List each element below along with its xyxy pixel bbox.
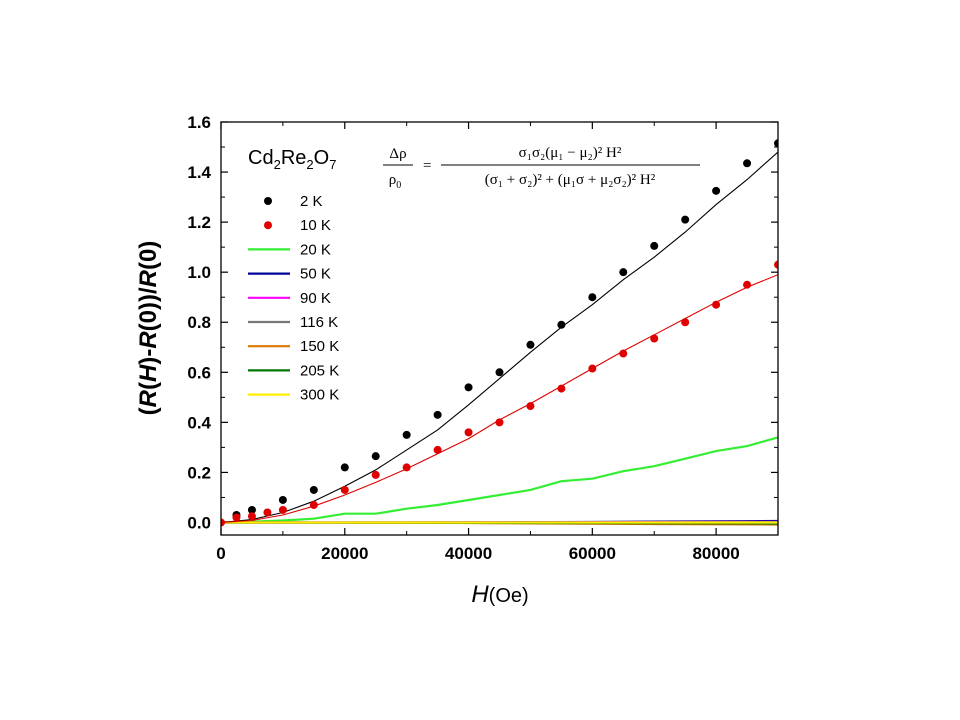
data-point (309, 500, 318, 509)
formula-numerator: σ₁σ₂(μ₁ − μ₂)² H² (519, 145, 622, 161)
x-tick-label: 60000 (569, 544, 616, 563)
x-tick-label: 20000 (321, 544, 368, 563)
y-tick-label: 0.4 (187, 413, 211, 432)
y-title-part: ( (135, 407, 162, 415)
y-title-part: ( (135, 382, 162, 390)
plot-frame (220, 121, 779, 536)
material-sub-1: 2 (274, 157, 281, 172)
y-title-part: )- (135, 349, 162, 365)
formula-lhs-numerator: Δρ (389, 146, 406, 162)
y-tick-label: 1.4 (187, 163, 211, 182)
y-axis-ticks: 0.0 0.2 0.4 0.6 0.8 1.0 1.2 1.4 1.6 (187, 113, 778, 532)
material-part-2: Re (281, 147, 307, 169)
data-point (464, 383, 473, 392)
legend-label: 116 K (300, 314, 338, 331)
legend-label: 205 K (300, 362, 339, 379)
x-tick-label: 80000 (692, 544, 739, 563)
data-point (619, 268, 628, 277)
series-layer (221, 139, 778, 527)
data-point (650, 241, 659, 250)
material-label: Cd2Re2O7 (248, 147, 336, 172)
data-point (588, 364, 597, 373)
formula-equals: = (423, 158, 431, 174)
data-point (681, 215, 690, 224)
data-point (309, 485, 318, 494)
y-title-part: R (135, 331, 162, 349)
data-point (371, 470, 380, 479)
x-tick-label: 0 (216, 544, 225, 563)
data-point (340, 463, 349, 472)
material-part-3: O (314, 147, 330, 169)
legend-marker (264, 221, 272, 230)
data-point (743, 280, 752, 289)
data-point (526, 402, 535, 411)
data-point (371, 452, 380, 461)
formula-lhs-den-sub: 0 (396, 180, 401, 191)
legend-marker (264, 197, 272, 205)
data-point (464, 428, 473, 437)
y-tick-label: 1.2 (187, 213, 211, 232)
data-point (650, 334, 659, 343)
formula-lhs-den-base: ρ (389, 172, 397, 188)
data-point (221, 518, 225, 527)
data-point (743, 159, 752, 168)
formula: Δρ ρ0 = σ₁σ₂(μ₁ − μ₂)² H² (σ₁ + σ₂)² + (… (383, 145, 700, 191)
y-title-part: H (135, 364, 162, 382)
data-point (232, 513, 241, 522)
data-point (712, 300, 721, 309)
legend-label: 50 K (300, 266, 331, 283)
legend-label: 10 K (300, 217, 331, 234)
data-point (278, 505, 287, 514)
data-point (712, 186, 721, 195)
data-point (681, 318, 690, 327)
y-axis-title: (R(H)-R(0))/R(0) (135, 241, 162, 416)
x-tick-label: 40000 (445, 544, 492, 563)
material-part-1: Cd (248, 147, 274, 169)
x-axis-ticks: 0 20000 40000 60000 80000 (216, 122, 740, 563)
x-title-rest: (Oe) (489, 585, 529, 607)
data-point (402, 430, 411, 439)
y-tick-label: 0.2 (187, 463, 211, 482)
formula-denominator: (σ₁ + σ₂)² + (μ₁σ + μ₂σ₂)² H² (485, 172, 656, 188)
legend-label: 2 K (300, 193, 323, 210)
y-tick-label: 0.0 (187, 513, 211, 532)
data-point (433, 410, 442, 419)
data-point (588, 293, 597, 302)
data-point (433, 445, 442, 454)
data-point (340, 485, 349, 494)
y-title-part: R (135, 269, 162, 287)
x-title-italic: H (471, 581, 489, 608)
data-point (774, 260, 778, 269)
data-point (619, 349, 628, 358)
legend: 2 K 10 K 20 K 50 K 90 K 116 K 150 K 205 K 300 K (248, 193, 339, 404)
y-title-part: (0) (135, 241, 162, 270)
data-point (247, 505, 256, 514)
data-point (526, 340, 535, 349)
legend-label: 90 K (300, 290, 331, 307)
data-point (278, 495, 287, 504)
y-tick-label: 0.8 (187, 313, 211, 332)
data-point (495, 418, 504, 427)
data-point (402, 463, 411, 472)
data-point (774, 139, 778, 148)
data-point (263, 508, 272, 517)
material-sub-3: 7 (329, 157, 336, 172)
y-tick-label: 1.6 (187, 113, 211, 132)
legend-label: 150 K (300, 338, 339, 355)
legend-label: 300 K (300, 387, 339, 404)
legend-label: 20 K (300, 241, 331, 258)
y-title-part: R (135, 389, 162, 407)
data-point (247, 512, 256, 521)
y-title-part: (0))/ (135, 287, 162, 331)
x-axis-title: H(Oe) (471, 581, 528, 608)
y-tick-label: 1.0 (187, 263, 211, 282)
data-point (557, 320, 566, 329)
data-point (557, 384, 566, 393)
formula-lhs-denominator: ρ0 (389, 172, 402, 191)
series-line (221, 436, 778, 524)
material-sub-2: 2 (306, 157, 313, 172)
y-tick-label: 0.6 (187, 363, 211, 382)
data-point (495, 368, 504, 377)
